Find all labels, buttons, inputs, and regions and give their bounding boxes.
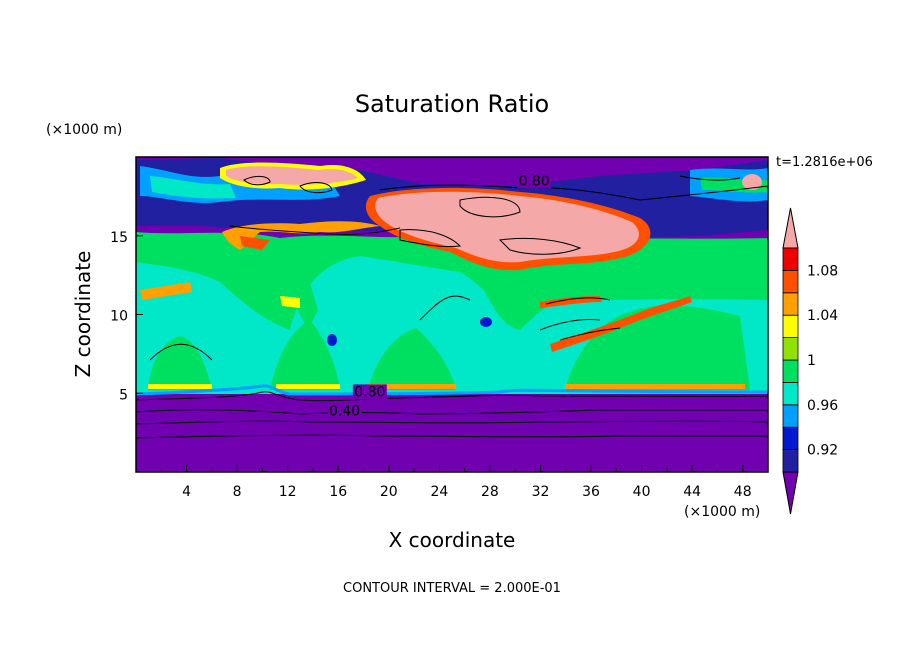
colorbar-segment — [782, 381, 799, 406]
y-axis-ticks: 5 10 15 — [110, 230, 143, 403]
colorbar-label: 0.96 — [807, 398, 838, 414]
y-tick-label: 15 — [110, 230, 128, 246]
x-axis-unit: (×1000 m) — [684, 504, 760, 520]
colorbar-segment — [782, 269, 799, 294]
contour-label: 0.80 — [519, 173, 550, 189]
colorbar-segment — [782, 314, 799, 339]
x-tick-label: 20 — [380, 484, 398, 500]
contour-label-bg — [517, 173, 552, 189]
colorbar-segment — [782, 426, 799, 451]
colorbar-label: 1.08 — [807, 263, 838, 279]
contour-line-labels: 0.80 0.80 0.40 — [327, 173, 552, 419]
x-axis-ticks: 4 8 12 16 20 24 28 32 36 40 44 48 — [160, 465, 752, 500]
contour-label-bg — [352, 384, 387, 400]
contour-label: 0.80 — [354, 384, 385, 400]
x-tick-label: 28 — [481, 484, 499, 500]
x-tick-label: 12 — [279, 484, 297, 500]
x-tick-label: 32 — [532, 484, 550, 500]
contour-field — [136, 157, 768, 472]
colorbar-segment — [782, 337, 799, 361]
contour-interval-text: CONTOUR INTERVAL = 2.000E-01 — [343, 581, 561, 596]
x-tick-label: 8 — [233, 484, 242, 500]
colorbar-extend-min — [782, 471, 799, 515]
colorbar-label: 1.04 — [807, 308, 838, 324]
chart-title: Saturation Ratio — [355, 90, 549, 118]
contour-label: 0.40 — [329, 403, 360, 419]
contour-label-bg — [327, 403, 362, 419]
y-tick-label: 10 — [110, 309, 128, 325]
colorbar-label: 0.92 — [807, 443, 838, 459]
colorbar-segment — [782, 449, 799, 473]
x-tick-label: 40 — [633, 484, 651, 500]
y-tick-label: 5 — [119, 387, 128, 403]
y-axis-label: Z coordinate — [71, 251, 95, 378]
colorbar-label: 1 — [807, 353, 816, 369]
time-label: t=1.2816e+06 — [776, 155, 873, 170]
x-tick-label: 16 — [329, 484, 347, 500]
y-axis-unit: (×1000 m) — [46, 122, 122, 138]
colorbar-segment — [782, 247, 799, 271]
x-axis-label: X coordinate — [389, 528, 516, 552]
colorbar-segment — [782, 404, 799, 428]
x-tick-label: 48 — [734, 484, 752, 500]
colorbar-segment — [782, 359, 799, 383]
colorbar-segment — [782, 292, 799, 316]
colorbar-extend-max — [782, 207, 799, 249]
x-tick-label: 4 — [182, 484, 191, 500]
x-tick-label: 36 — [582, 484, 600, 500]
colorbar: 0.92 0.96 1 1.04 1.08 — [782, 207, 838, 515]
x-tick-label: 24 — [430, 484, 448, 500]
x-tick-label: 44 — [683, 484, 701, 500]
